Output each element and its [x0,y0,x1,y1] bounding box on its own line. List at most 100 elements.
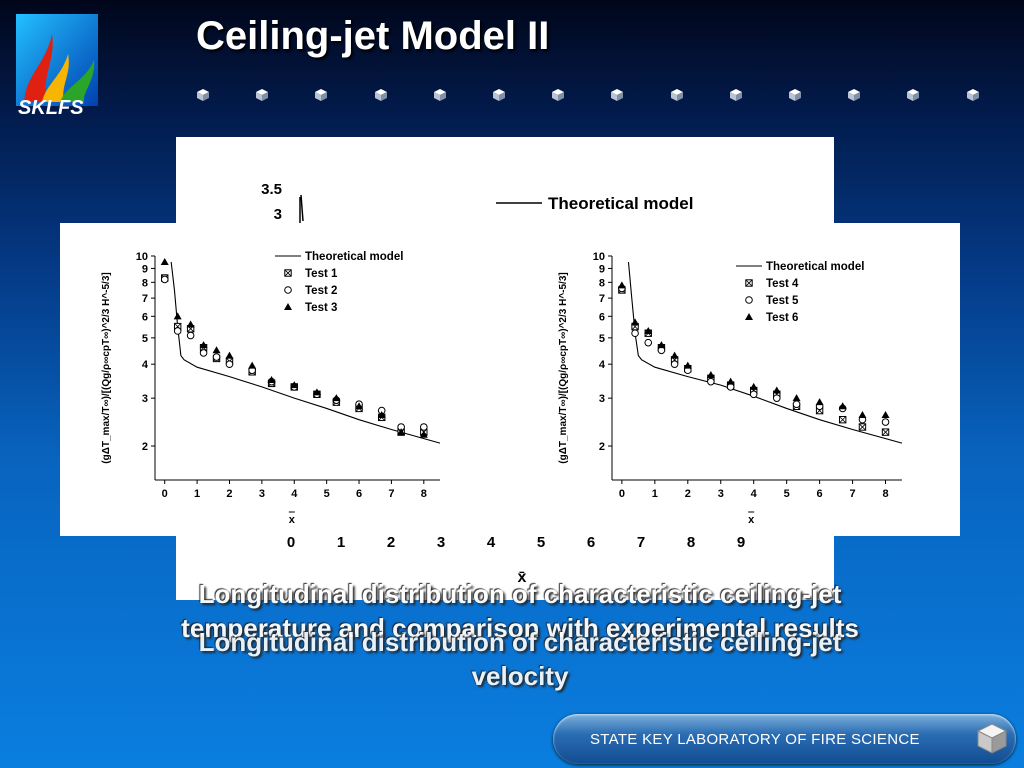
cube-icon [974,720,1010,756]
background-xtick-label: 4 [487,534,496,551]
data-point [772,394,781,402]
series-test-2 [160,275,428,431]
data-point [419,430,428,438]
data-point [749,390,758,399]
decorative-gem-row [196,88,996,108]
background-model-line [300,194,304,222]
y-tick-label: 9 [142,263,148,275]
legend-marker [284,269,292,277]
gem-bullet-icon [492,88,506,102]
data-point [838,415,847,424]
series-test-5 [618,284,890,426]
x-tick-label: 0 [162,488,168,500]
caption-temperature: Longitudinal distribution of characteris… [181,579,859,643]
y-tick-label: 8 [599,277,605,289]
gem-bullet-icon [433,88,447,102]
data-point [377,411,386,419]
background-xtick-label: 7 [637,534,645,551]
background-chart: 3.5 3 Theoretical model 0 1 2 3 4 5 6 7 8 9 x̄ [261,181,745,586]
x-tick-label: 5 [784,488,790,500]
background-ytick-label: 3.5 [261,181,282,198]
y-tick-label: 10 [593,251,605,263]
background-xtick-label: 3 [437,534,445,551]
data-point [212,346,221,354]
x-tick-label: 6 [817,488,823,500]
data-point [683,361,692,369]
data-point [199,349,208,357]
gem-bullet-icon [314,88,328,102]
data-point [706,371,715,379]
y-tick-label: 7 [599,293,605,305]
x-tick-label: 8 [882,488,888,500]
background-x-axis-label: x̄ [518,569,527,586]
background-xtick-label: 5 [537,534,545,551]
y-tick-label: 10 [136,251,148,263]
legend-label: Test 3 [305,302,337,314]
chart-panel-1: 2 3 4 5 6 7 8 910 0 1 2 3 4 5 6 7 8 x (gΔT_max/T∞)/[(Qg/ρ∞… [101,251,441,526]
data-point [160,275,169,284]
y-tick-label: 5 [599,333,605,345]
data-point-cross [839,416,847,424]
x-tick-label: 1 [652,488,658,500]
legend-label: Test 1 [305,268,338,280]
data-point [186,331,195,340]
data-point [644,338,653,347]
x-tick-label: 2 [226,488,232,500]
data-point-cross [882,428,890,436]
data-point [420,423,428,431]
gem-bullet-icon [847,88,861,102]
data-point [792,400,801,409]
data-point [355,402,364,410]
data-point [290,381,299,389]
footer-label: STATE KEY LABORATORY OF FIRE SCIENCE [590,731,920,748]
gem-bullet-icon [610,88,624,102]
data-point [749,382,758,390]
data-point [670,351,679,359]
data-point [858,423,867,431]
data-point [173,312,182,320]
legend-marker [284,286,292,294]
x-tick-label: 7 [850,488,856,500]
data-point [186,320,195,328]
background-x-tick-labels: 0 1 2 3 4 5 6 7 8 9 [287,534,745,551]
gem-bullet-icon [966,88,980,102]
data-point [670,360,679,368]
legend-marker-cross [745,279,753,287]
background-ytick-label: 3 [274,206,282,223]
x-axis-label: x [289,514,296,526]
gem-bullet-icon [788,88,802,102]
x-tick-label: 4 [291,488,298,500]
legend-marker [284,303,292,310]
legend: Theoretical model Test 4 Test 5 Test 6 [736,261,864,324]
gem-bullet-icon [551,88,565,102]
series-test-6 [617,281,890,419]
data-point [881,418,890,426]
x-axis-label: x [748,514,755,526]
caption-velocity: Longitudinal distribution of characteris… [198,627,842,691]
data-point [248,361,257,369]
legend-label: Theoretical model [766,261,864,273]
gem-bullet-icon [906,88,920,102]
sklfs-logo: SKLFS [16,14,106,119]
data-point [212,353,221,361]
x-tick-label: 7 [388,488,394,500]
background-xtick-label: 8 [687,534,695,551]
x-tick-label: 2 [685,488,691,500]
x-tick-label: 6 [356,488,362,500]
x-tick-label: 3 [718,488,724,500]
y-axis-label: (gΔT_max/T∞)/[(Qg/ρ∞cpT∞)^2/3 H^-5/3] [558,272,569,463]
logo-text: SKLFS [18,97,84,118]
y-tick-label: 5 [142,333,148,345]
legend-label: Test 6 [766,312,798,324]
background-legend-label: Theoretical model [548,194,693,213]
y-tick-label: 2 [142,441,148,453]
legend-marker [745,296,753,304]
y-tick-label: 3 [142,393,148,405]
legend-label: Test 4 [766,278,799,290]
gem-bullet-icon [374,88,388,102]
data-point [312,388,321,396]
footer-bar [553,714,1016,764]
background-xtick-label: 6 [587,534,595,551]
data-point [225,360,234,368]
